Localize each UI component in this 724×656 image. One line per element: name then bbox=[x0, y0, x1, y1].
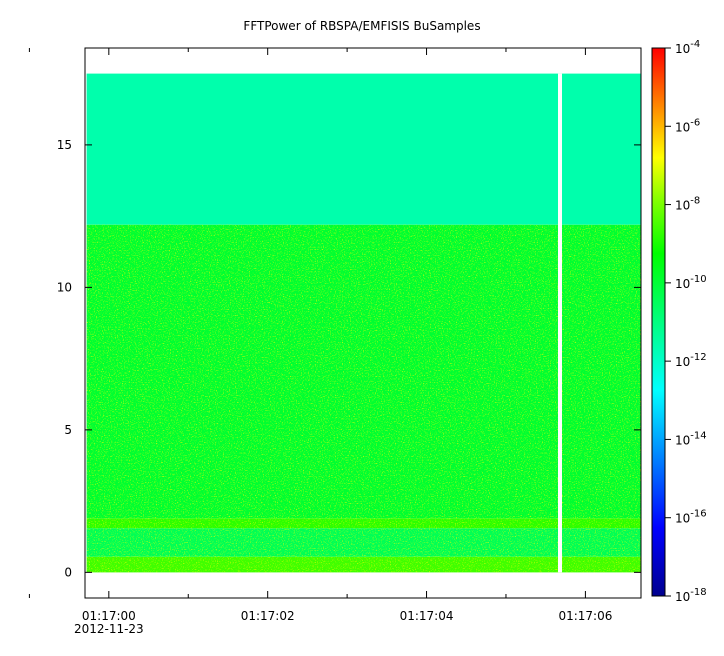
chart-title: FFTPower of RBSPA/EMFISIS BuSamples bbox=[243, 19, 480, 33]
y-tick-label: 10 bbox=[57, 280, 72, 294]
y-tick-label: 5 bbox=[64, 423, 72, 437]
heatmap-area bbox=[86, 73, 642, 573]
colorbar-tick-label: 10-14 bbox=[675, 430, 707, 447]
colorbar-tick-label: 10-6 bbox=[675, 117, 700, 134]
colorbar-tick-label: 10-12 bbox=[675, 352, 707, 369]
heatmap-band-4 bbox=[86, 73, 642, 225]
colorbar-tick-label: 10-18 bbox=[675, 587, 707, 604]
colorbar: 10-4 10-6 10-8 10-10 10-12 10-14 10-16 10-18 bbox=[651, 39, 707, 604]
colorbar-tick-label: 10-10 bbox=[675, 274, 707, 291]
x-tick-label: 01:17:00 bbox=[82, 609, 136, 623]
y-tick-label: 15 bbox=[57, 138, 72, 152]
colorbar-tick-label: 10-16 bbox=[675, 509, 707, 526]
y-tick-label: 0 bbox=[64, 565, 72, 579]
plot-frame bbox=[84, 47, 642, 599]
colorbar-tick-label: 10-8 bbox=[675, 196, 700, 213]
y-axis: 0 5 10 15 bbox=[57, 138, 641, 579]
colorbar-gradient bbox=[651, 47, 666, 597]
x-tick-label: 01:17:06 bbox=[558, 609, 612, 623]
colorbar-tick-label: 10-4 bbox=[675, 39, 700, 56]
x-tick-label: 01:17:04 bbox=[400, 609, 454, 623]
data-gap bbox=[558, 73, 562, 573]
heatmap-speckle bbox=[86, 224, 642, 573]
x-tick-label: 01:17:02 bbox=[241, 609, 295, 623]
x-tick-date-label: 2012-11-23 bbox=[74, 622, 144, 636]
